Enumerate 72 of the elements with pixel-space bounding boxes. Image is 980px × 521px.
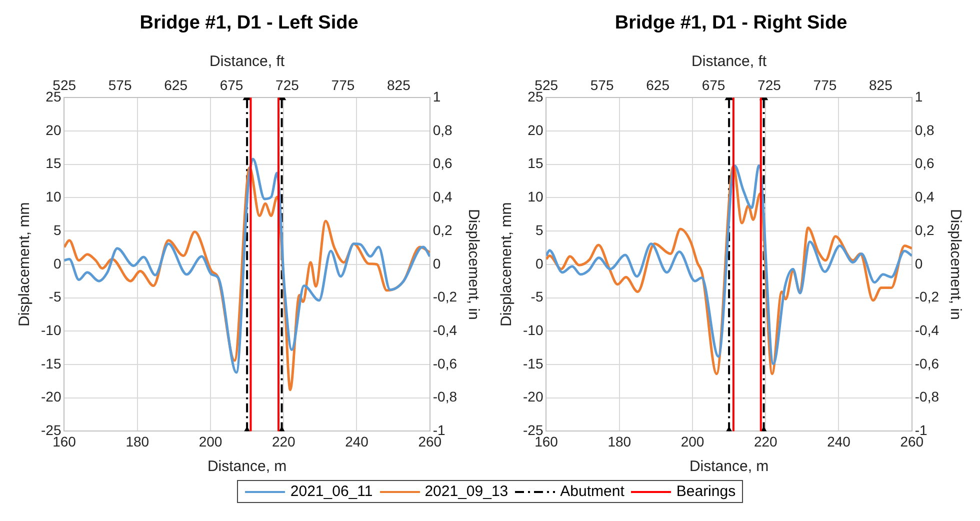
- y-tick-label: -20: [41, 388, 62, 405]
- y-tick-label: 0: [535, 255, 544, 272]
- y2-axis-title: Displacement, in: [946, 208, 964, 320]
- y2-tick-label: 0,2: [914, 222, 935, 238]
- chart-title: Bridge #1, D1 - Left Side: [140, 12, 358, 34]
- y2-tick-label: -0,4: [432, 322, 458, 338]
- y2-tick-label: 0,6: [914, 155, 935, 172]
- y2-tick-label: 0,8: [914, 122, 935, 138]
- y2-tick-label: -0,4: [914, 322, 940, 338]
- y2-tick-label: 0: [432, 255, 441, 272]
- x2-tick-label: 575: [590, 77, 614, 94]
- y-tick-label: -15: [523, 355, 544, 372]
- y-tick-label: 20: [46, 122, 62, 138]
- y2-tick-label: 0,2: [432, 222, 453, 238]
- y-tick-label: 0: [53, 255, 62, 272]
- y2-tick-label: 0,8: [432, 122, 453, 138]
- legend-label: Bearings: [676, 483, 736, 500]
- y2-axis-title: Displacement, in: [464, 208, 482, 320]
- y2-tick-label: -0,6: [432, 355, 458, 372]
- y-tick-label: -10: [523, 322, 544, 338]
- y-tick-label: -15: [41, 355, 62, 372]
- y2-tick-label: -0,2: [914, 288, 940, 305]
- x-tick-label: 240: [345, 433, 369, 450]
- y-tick-label: 15: [528, 155, 544, 172]
- x2-tick-label: 725: [758, 77, 782, 94]
- x-tick-label: 200: [198, 433, 222, 450]
- y2-tick-label: 1: [432, 88, 441, 104]
- x2-tick-label: 675: [220, 77, 244, 94]
- x2-axis-title: Distance, ft: [692, 52, 768, 70]
- x2-tick-label: 825: [868, 77, 893, 94]
- y2-tick-label: -0,8: [432, 388, 458, 405]
- chart-title: Bridge #1, D1 - Right Side: [614, 12, 848, 34]
- y2-tick-label: -0,2: [432, 288, 458, 305]
- x-tick-label: 200: [680, 433, 704, 450]
- x-tick-label: 180: [126, 433, 150, 450]
- y2-tick-label: 0,6: [432, 155, 453, 172]
- x-tick-label: 180: [608, 433, 632, 450]
- y-tick-label: -10: [41, 322, 62, 338]
- legend-label: 2021_09_13: [424, 483, 508, 500]
- x-axis-title: Distance, m: [207, 458, 287, 476]
- y2-tick-label: 0,4: [914, 188, 935, 205]
- x2-tick-label: 675: [702, 77, 726, 94]
- y-tick-label: 5: [53, 222, 62, 238]
- y-axis-title: Displacement, mm: [498, 202, 516, 326]
- x-axis-title: Distance, m: [689, 458, 769, 476]
- x-tick-label: 220: [754, 433, 778, 450]
- x2-axis-title: Distance, ft: [210, 52, 286, 70]
- y2-tick-label: -0,8: [914, 388, 940, 405]
- legend-label: Abutment: [560, 483, 624, 500]
- y-tick-label: 15: [46, 155, 62, 172]
- y2-tick-label: 0,4: [432, 188, 453, 205]
- y-tick-label: -5: [530, 288, 544, 305]
- y2-tick-label: -0,6: [914, 355, 940, 372]
- x-tick-label: 240: [827, 433, 851, 450]
- x-tick-label: 220: [272, 433, 296, 450]
- x2-tick-label: 625: [164, 77, 188, 94]
- y-tick-label: 5: [535, 222, 544, 238]
- x2-tick-label: 825: [386, 77, 411, 94]
- y2-tick-label: 1: [914, 88, 923, 104]
- x2-tick-label: 625: [646, 77, 670, 94]
- legend-label: 2021_06_11: [290, 483, 373, 500]
- x2-tick-label: 575: [108, 77, 132, 94]
- y-axis-title: Displacement, mm: [16, 202, 34, 326]
- y-tick-label: 20: [528, 122, 544, 138]
- y-tick-label: 10: [46, 188, 62, 205]
- y-tick-label: 10: [528, 188, 544, 205]
- x2-tick-label: 775: [813, 77, 837, 94]
- x2-tick-label: 725: [276, 77, 300, 94]
- x2-tick-label: 775: [331, 77, 355, 94]
- y-tick-label: -5: [48, 288, 62, 305]
- y2-tick-label: 0: [914, 255, 923, 272]
- y-tick-label: -20: [523, 388, 544, 405]
